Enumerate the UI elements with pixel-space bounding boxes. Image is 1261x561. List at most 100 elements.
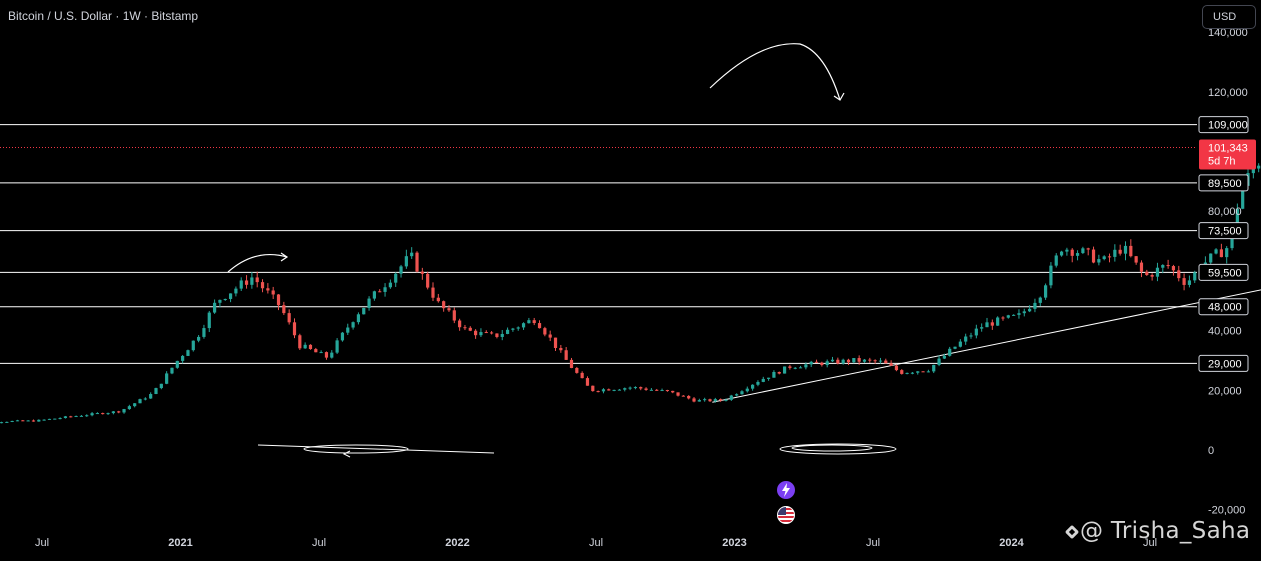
candle-body [548, 334, 552, 338]
current-price-tag [1199, 139, 1256, 170]
candle-body [170, 367, 174, 374]
candle-body [308, 344, 313, 350]
currency-button[interactable]: USD [1202, 5, 1256, 29]
candle-body [729, 395, 733, 400]
candle-body [639, 387, 643, 389]
candle-body [761, 378, 765, 382]
candle-body [1017, 313, 1021, 315]
candle-body [628, 387, 632, 389]
candle-body [314, 349, 318, 353]
candle-body [910, 372, 915, 374]
candle-body [207, 312, 211, 329]
candle-body [1006, 315, 1010, 318]
candle-body [42, 419, 46, 421]
candle-body [346, 327, 350, 333]
candle-body [1182, 278, 1186, 285]
candle-body [1219, 249, 1223, 258]
candle-body [489, 332, 494, 334]
candle-body [500, 333, 504, 337]
candle-body [1038, 297, 1042, 303]
x-tick-label: 2023 [722, 537, 746, 549]
candle-body [660, 390, 664, 392]
candle-body [420, 271, 424, 274]
trendline [712, 289, 1261, 403]
candle-body [825, 361, 829, 366]
candle-body [1012, 314, 1016, 316]
candle-body [1251, 168, 1255, 174]
candle-body [756, 381, 760, 385]
candle-body [1086, 248, 1090, 250]
candle-body [846, 359, 851, 363]
candle-body [15, 420, 20, 422]
candle-body [1129, 245, 1133, 257]
candle-body [122, 409, 126, 413]
x-tick-label: Jul [1143, 537, 1157, 549]
candle-body [1118, 249, 1122, 254]
candle-body [990, 322, 994, 326]
candle-body [191, 340, 195, 351]
candle-body [282, 305, 286, 314]
level-label-box [1198, 354, 1249, 372]
candle-body [585, 378, 590, 386]
sketch-arrowhead [342, 450, 351, 458]
candle-body [804, 364, 808, 368]
candle-body [724, 399, 728, 401]
candle-body [782, 366, 787, 374]
candle-body [1155, 267, 1160, 277]
candle-body [772, 372, 776, 378]
candle-body [1049, 265, 1053, 286]
candle-body [671, 390, 675, 393]
candle-body [985, 322, 989, 328]
candle-body [1097, 259, 1101, 263]
candle-body [543, 328, 547, 335]
candle-body [47, 418, 52, 420]
bar-countdown-label: 5d 7h [1208, 155, 1236, 167]
candle-body [186, 350, 190, 356]
candle-body [101, 413, 105, 415]
candle-body [655, 389, 659, 391]
candle-body [1193, 272, 1197, 281]
candle-body [900, 370, 904, 374]
candle-body [175, 360, 179, 368]
candle-body [1235, 208, 1239, 226]
candle-body [1033, 302, 1037, 309]
candle-body [830, 359, 835, 362]
x-tick-label: 2022 [445, 537, 469, 549]
candle-body [745, 388, 749, 392]
x-tick-label: 2021 [168, 537, 192, 549]
candle-body [505, 329, 510, 334]
us-flag-event-icon[interactable] [776, 505, 796, 525]
candle-body [1065, 249, 1069, 252]
candle-body [149, 394, 153, 399]
candle-body [969, 335, 973, 337]
candle-body [703, 399, 707, 401]
candle-body [143, 398, 147, 400]
candle-body [362, 307, 366, 315]
candle-body [873, 360, 877, 362]
candle-body [1028, 308, 1032, 312]
candle-body [95, 413, 99, 415]
candle-body [1075, 253, 1080, 256]
candle-body [340, 332, 345, 341]
lightning-event-icon[interactable] [776, 480, 796, 500]
candle-body [1054, 255, 1058, 266]
candle-body [74, 416, 78, 418]
candle-body [90, 413, 94, 416]
candle-body [766, 377, 771, 379]
level-label: 73,500 [1208, 226, 1242, 238]
candle-body [212, 302, 217, 313]
candle-body [537, 323, 542, 329]
candle-body [468, 327, 472, 331]
y-tick-label: 0 [1208, 445, 1214, 457]
x-tick-label: Jul [312, 537, 326, 549]
candle-body [894, 365, 899, 371]
candle-body [1113, 249, 1117, 257]
candle-body [814, 361, 819, 363]
candle-body [841, 359, 845, 364]
candle-body [751, 384, 755, 389]
candle-body [1177, 270, 1181, 279]
level-label: 109,000 [1208, 120, 1248, 132]
candle-body [521, 323, 526, 328]
